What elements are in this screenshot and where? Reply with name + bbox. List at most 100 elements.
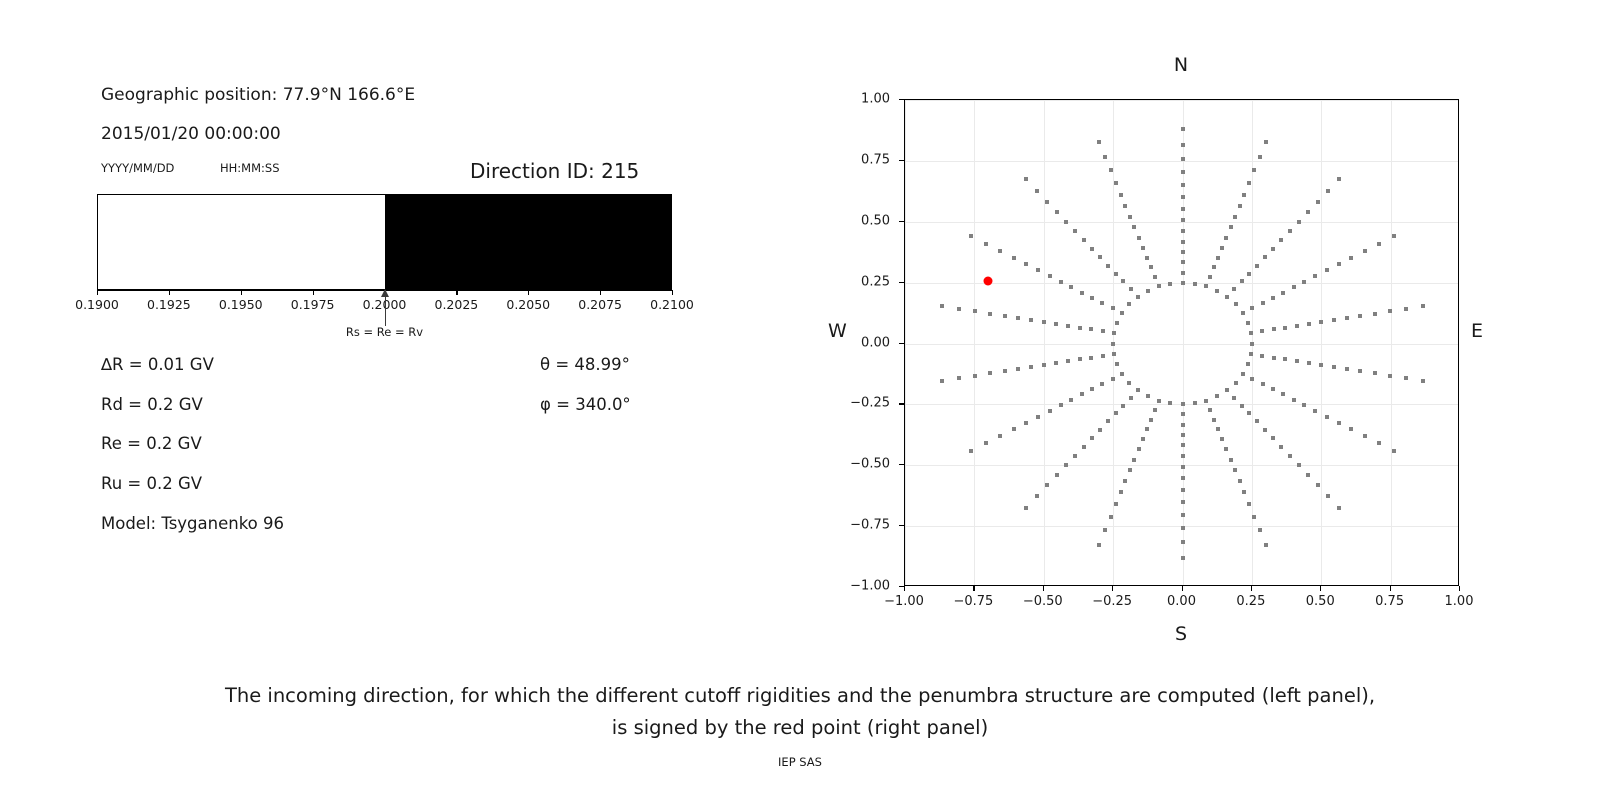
- compass-label-west: W: [828, 320, 847, 342]
- y-axis-tick-label: 0.25: [861, 274, 890, 290]
- direction-dot: [1249, 341, 1254, 346]
- direction-dot: [1240, 371, 1245, 376]
- direction-dot: [1271, 355, 1276, 360]
- gridline-vertical: [1182, 100, 1184, 585]
- direction-dot: [1135, 388, 1140, 393]
- scatter-plot-area: [904, 99, 1459, 586]
- direction-dot: [1245, 320, 1250, 325]
- direction-dot: [1180, 512, 1185, 517]
- y-axis-tick-label: 0.75: [861, 152, 890, 168]
- direction-dot: [1319, 362, 1324, 367]
- direction-dot: [1034, 493, 1039, 498]
- direction-dot: [1108, 514, 1113, 519]
- penumbra-bar: [97, 194, 672, 290]
- direction-dot: [1180, 422, 1185, 427]
- selected-direction-point[interactable]: [983, 276, 993, 286]
- direction-dot: [1287, 453, 1292, 458]
- caption-line-2: is signed by the red point (right panel): [611, 716, 989, 739]
- direction-dot: [1058, 403, 1063, 408]
- direction-dot: [1113, 180, 1118, 185]
- direction-dot: [1331, 364, 1336, 369]
- direction-dot: [1180, 170, 1185, 175]
- direction-dot: [1216, 427, 1221, 432]
- direction-dot: [1105, 263, 1110, 268]
- direction-dot: [1127, 380, 1132, 385]
- direction-dot: [1208, 274, 1213, 279]
- penumbra-tick: [528, 290, 530, 295]
- direction-dot: [1180, 526, 1185, 531]
- direction-dot: [1250, 376, 1255, 381]
- x-axis-tick-label: 0.25: [1236, 594, 1266, 609]
- direction-dot: [1180, 402, 1185, 407]
- direction-dot: [1128, 214, 1132, 219]
- direction-dot: [1034, 189, 1039, 194]
- direction-dot: [1180, 156, 1185, 161]
- direction-dot: [1016, 316, 1021, 321]
- direction-dot: [1089, 355, 1094, 360]
- direction-dot: [1180, 412, 1185, 417]
- x-axis-tick: [1250, 586, 1253, 591]
- direction-dot: [1024, 420, 1029, 425]
- penumbra-tick-label: 0.2025: [434, 297, 479, 312]
- penumbra-tick: [456, 290, 458, 295]
- direction-dot: [1002, 313, 1007, 318]
- direction-dot: [1168, 401, 1173, 406]
- y-axis-tick-label: −0.50: [850, 456, 890, 472]
- direction-dot: [1287, 229, 1292, 234]
- direction-dot: [1270, 295, 1275, 300]
- y-axis-tick: [899, 586, 904, 588]
- direction-dot: [1080, 290, 1085, 295]
- direction-dot: [1113, 271, 1118, 276]
- direction-dot: [1011, 427, 1016, 432]
- gridline-vertical: [1321, 100, 1323, 585]
- direction-dot: [1145, 288, 1150, 293]
- direction-dot: [1180, 250, 1185, 255]
- direction-dot: [1270, 436, 1275, 441]
- direction-dot: [1180, 260, 1185, 265]
- direction-dot: [1247, 180, 1252, 185]
- direction-dot: [1319, 320, 1324, 325]
- direction-dot: [1100, 353, 1105, 358]
- y-axis-tick: [899, 342, 904, 344]
- direction-dot: [1180, 206, 1185, 211]
- rs-marker-label: Rs = Re = Rv: [345, 325, 424, 339]
- direction-dot: [1280, 392, 1285, 397]
- penumbra-tick-label: 0.1975: [290, 297, 335, 312]
- y-axis-tick: [899, 403, 904, 405]
- direction-dot: [1081, 238, 1086, 243]
- x-axis-tick: [1112, 586, 1114, 591]
- direction-dot: [1336, 420, 1341, 425]
- direction-dot: [1192, 401, 1197, 406]
- direction-dot: [1403, 376, 1408, 381]
- penumbra-tick-label: 0.2050: [506, 297, 551, 312]
- direction-dot: [1336, 262, 1341, 267]
- x-axis-tick-label: 0.75: [1375, 594, 1405, 609]
- direction-dot: [1358, 369, 1363, 374]
- direction-dot: [1090, 436, 1095, 441]
- x-axis-tick: [1389, 586, 1391, 591]
- direction-dot: [1127, 302, 1132, 307]
- direction-dot: [1058, 279, 1063, 284]
- direction-dot: [1180, 229, 1185, 233]
- direction-dot: [1260, 382, 1265, 387]
- direction-dot: [1225, 294, 1230, 299]
- direction-dot: [1120, 371, 1125, 376]
- direction-dot: [969, 448, 974, 453]
- direction-dot: [1180, 453, 1185, 458]
- x-axis-tick: [973, 586, 975, 591]
- direction-dot: [1282, 357, 1287, 362]
- penumbra-tick-label: 0.1900: [75, 297, 119, 312]
- x-axis-tick: [1459, 586, 1461, 591]
- direction-dot: [1110, 306, 1115, 311]
- direction-dot: [957, 376, 962, 381]
- direction-dot: [969, 234, 974, 239]
- direction-dot: [1128, 468, 1132, 473]
- direction-dot: [1090, 387, 1095, 392]
- direction-dot: [1180, 270, 1185, 275]
- direction-dot: [1069, 285, 1074, 290]
- direction-dot: [1232, 214, 1237, 219]
- direction-dot: [1047, 274, 1052, 279]
- y-axis-tick-label: −0.25: [850, 395, 890, 411]
- direction-dot: [1180, 443, 1185, 448]
- y-axis-tick: [899, 464, 904, 466]
